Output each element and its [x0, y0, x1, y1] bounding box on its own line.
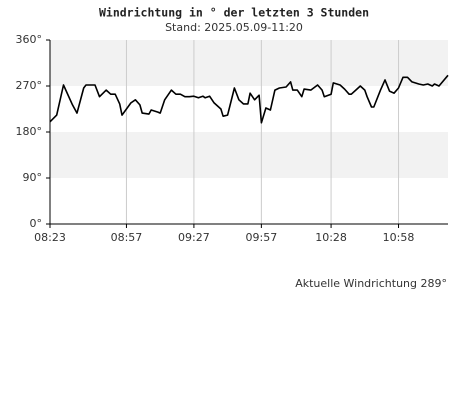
data-line [49, 74, 449, 124]
y-tick-label: 270° [16, 79, 43, 92]
grid-band [50, 40, 448, 86]
x-tick-label: 08:23 [34, 231, 66, 244]
x-tick-label: 08:57 [111, 231, 143, 244]
y-tick-label: 180° [16, 125, 43, 138]
grid-band [50, 132, 448, 178]
x-tick-label: 10:28 [315, 231, 347, 244]
y-tick-label: 90° [23, 171, 43, 184]
chart-subtitle: Stand: 2025.05.09-11:20 [165, 21, 303, 34]
y-tick-label: 360° [16, 33, 43, 46]
x-tick-label: 09:27 [178, 231, 210, 244]
x-tick-label: 10:58 [383, 231, 415, 244]
x-tick-label: 09:57 [246, 231, 278, 244]
y-tick-label: 0° [30, 217, 43, 230]
annotation: Aktuelle Windrichtung 289° [295, 277, 447, 290]
chart-title: Windrichtung in ° der letzten 3 Stunden [99, 6, 369, 20]
